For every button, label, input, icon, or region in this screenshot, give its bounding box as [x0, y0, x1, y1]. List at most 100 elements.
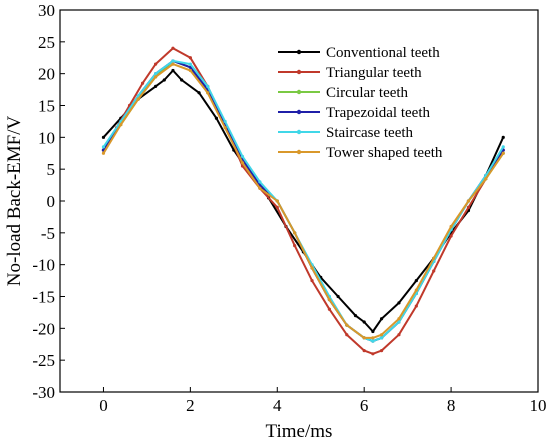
series-line-2 — [102, 59, 505, 343]
x-tick-label: 4 — [273, 396, 282, 415]
data-point — [154, 72, 158, 76]
y-tick-label: -20 — [32, 319, 55, 338]
y-tick-label: 30 — [38, 1, 55, 20]
data-point — [397, 320, 401, 324]
legend-label: Staircase teeth — [326, 125, 414, 141]
legend: Conventional teeth Triangular teeth Circul… — [278, 45, 443, 161]
data-point — [449, 234, 453, 238]
data-point — [180, 78, 184, 82]
y-tick-label: -30 — [32, 383, 55, 402]
y-tick-label: 5 — [47, 160, 56, 179]
data-point — [466, 205, 471, 209]
data-point — [214, 116, 219, 120]
x-tick-label: 6 — [360, 396, 369, 415]
data-point — [188, 56, 192, 60]
data-point — [171, 46, 175, 50]
data-point — [154, 75, 158, 79]
data-point — [171, 68, 175, 73]
data-point — [449, 224, 453, 229]
y-tick-label: -10 — [32, 256, 55, 275]
data-point — [101, 135, 106, 139]
series-line-5 — [102, 63, 505, 339]
data-point — [275, 199, 279, 203]
data-point — [240, 161, 245, 165]
y-tick-label: 0 — [47, 192, 56, 211]
legend-marker — [296, 49, 302, 55]
data-point — [223, 119, 227, 124]
data-point — [258, 180, 262, 184]
data-point — [188, 62, 192, 66]
data-point — [362, 320, 366, 324]
legend-label: Tower shaped teeth — [326, 145, 443, 161]
data-point — [397, 317, 401, 321]
data-point — [154, 84, 158, 88]
data-point — [379, 336, 384, 340]
data-point — [171, 59, 175, 63]
data-point — [206, 84, 210, 88]
data-point — [362, 336, 366, 340]
legend-marker — [296, 69, 302, 75]
data-point — [293, 243, 297, 248]
legend-marker — [296, 149, 302, 155]
x-tick-label: 2 — [186, 396, 195, 415]
y-tick-label: 15 — [38, 97, 55, 116]
legend-label: Triangular teeth — [326, 65, 422, 81]
data-point — [310, 278, 314, 283]
data-point — [414, 278, 418, 283]
legend-marker — [296, 89, 302, 95]
data-point — [484, 177, 488, 181]
data-point — [371, 329, 375, 334]
data-point — [432, 269, 436, 273]
series-line-0 — [102, 69, 505, 333]
data-point — [154, 62, 158, 66]
legend-label: Conventional teeth — [326, 45, 440, 61]
x-tick-label: 10 — [530, 396, 547, 415]
data-point — [101, 151, 106, 155]
y-tick-label: 25 — [38, 33, 55, 52]
data-point — [501, 151, 505, 155]
data-point — [371, 339, 375, 343]
data-point — [171, 62, 175, 66]
data-point — [310, 266, 314, 270]
data-point — [466, 199, 471, 203]
data-point — [197, 91, 201, 95]
data-point — [336, 294, 340, 299]
legend-label: Circular teeth — [326, 85, 409, 101]
plot-frame — [59, 9, 539, 393]
data-point — [275, 205, 279, 209]
series-line-1 — [102, 47, 505, 355]
y-tick-label: -15 — [32, 288, 55, 307]
data-point — [206, 91, 210, 95]
y-axis-title: No-load Back-EMF/V — [4, 116, 25, 287]
axis-ticks: 0 2 4 6 8 10 -30 -25 -20 -15 -10 -5 0 5 10 15 20 25 30 — [32, 1, 546, 415]
data-point — [501, 135, 505, 139]
data-point — [327, 298, 332, 302]
data-point — [397, 301, 401, 305]
data-point — [432, 256, 436, 260]
data-point — [414, 304, 418, 308]
series-layer — [101, 46, 505, 356]
data-point — [345, 323, 349, 327]
y-tick-label: 10 — [38, 128, 55, 147]
legend-marker — [296, 109, 302, 115]
x-tick-label: 0 — [99, 396, 108, 415]
data-point — [353, 314, 358, 318]
y-tick-label: 20 — [38, 65, 55, 84]
data-point — [397, 333, 401, 337]
data-point — [371, 336, 375, 340]
legend-marker — [296, 129, 302, 135]
x-axis-title: Time/ms — [266, 421, 333, 442]
data-point — [136, 97, 140, 101]
y-tick-label: -5 — [41, 224, 55, 243]
x-tick-label: 8 — [447, 396, 456, 415]
data-point — [327, 307, 332, 311]
data-point — [188, 68, 192, 73]
data-point — [362, 349, 366, 353]
data-point — [379, 333, 384, 337]
data-point — [140, 81, 145, 85]
data-point — [371, 352, 375, 356]
data-point — [101, 145, 106, 149]
data-point — [223, 126, 227, 130]
data-point — [293, 231, 297, 235]
